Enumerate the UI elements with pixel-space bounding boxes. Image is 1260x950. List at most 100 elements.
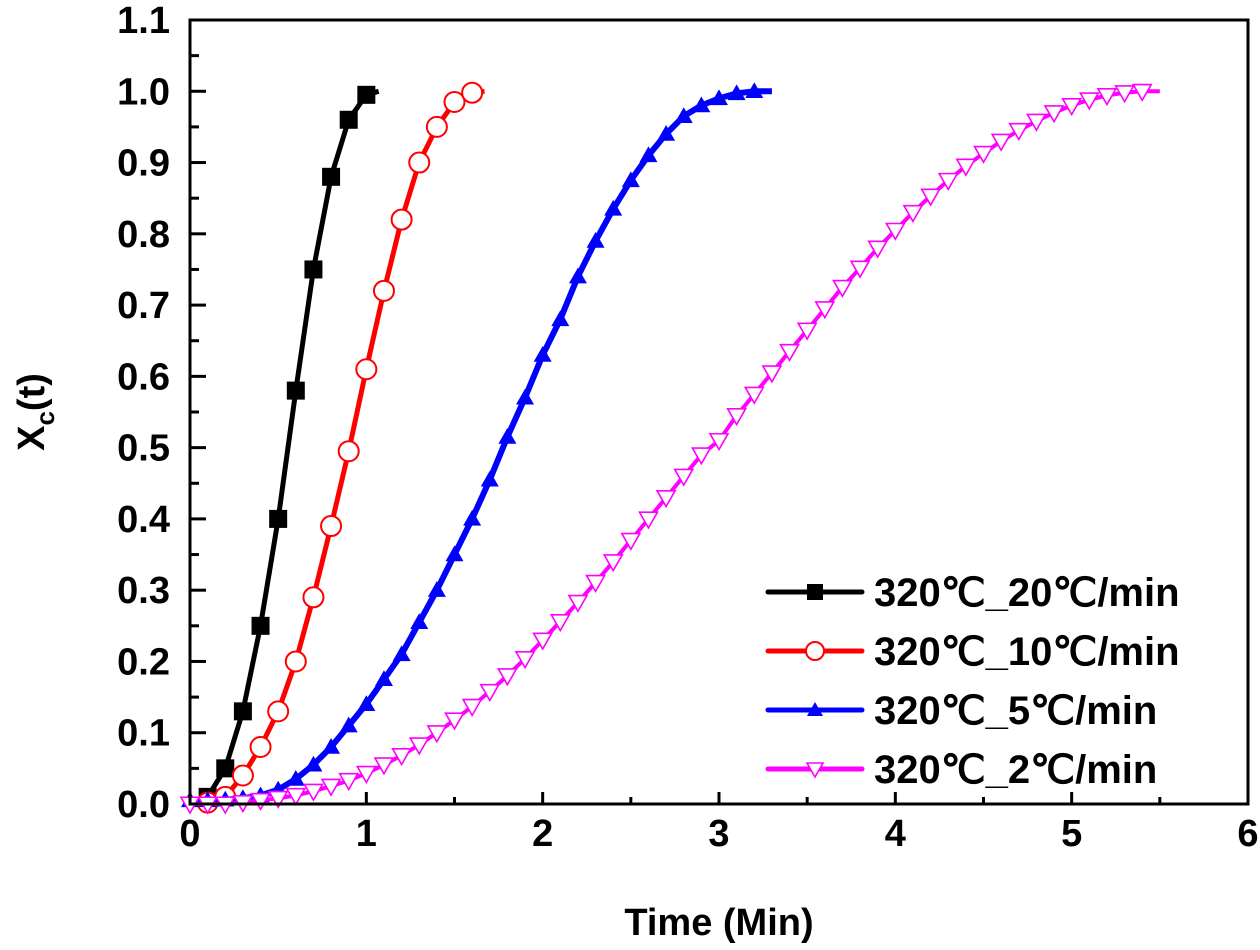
data-point — [408, 151, 431, 174]
data-point — [779, 343, 800, 363]
x-tick-label: 2 — [532, 813, 553, 855]
y-axis-title: Xc(t) — [11, 373, 60, 451]
series-line — [190, 88, 772, 804]
data-point — [408, 737, 430, 756]
data-point — [1096, 87, 1118, 107]
data-point — [710, 89, 728, 106]
data-point — [445, 545, 464, 562]
data-point — [339, 110, 358, 129]
data-point — [250, 792, 271, 812]
data-point — [251, 616, 270, 635]
y-tick-label: 0.1 — [117, 713, 170, 755]
y-axis-title-main: X — [11, 425, 53, 451]
data-point — [304, 755, 323, 772]
data-point — [425, 115, 448, 138]
data-point — [832, 279, 853, 298]
legend-item: 320℃_5℃/min — [765, 689, 1157, 733]
x-tick-label: 1 — [356, 813, 377, 855]
data-point — [814, 301, 836, 320]
data-point — [655, 489, 677, 509]
legend-item: 320℃_10℃/min — [765, 630, 1180, 674]
data-point — [516, 388, 535, 405]
data-point — [304, 260, 323, 279]
data-point — [357, 695, 376, 711]
data-point — [585, 574, 606, 593]
x-tick-label: 6 — [1237, 813, 1258, 855]
data-point — [727, 84, 746, 101]
data-point — [745, 82, 764, 99]
y-tick-label: 1.0 — [117, 71, 170, 113]
data-point — [426, 725, 448, 744]
data-point — [269, 509, 288, 528]
legend-item: 320℃_20℃/min — [765, 571, 1180, 615]
y-tick-label: 0.5 — [117, 428, 170, 470]
data-point — [937, 172, 959, 191]
data-point — [638, 511, 659, 530]
data-point — [620, 532, 642, 551]
data-point — [320, 515, 343, 538]
data-point — [726, 408, 748, 427]
data-point — [286, 381, 305, 400]
data-point — [514, 651, 536, 670]
data-point — [357, 85, 376, 104]
data-point — [463, 509, 482, 526]
data-point — [391, 747, 412, 767]
data-point — [480, 470, 499, 487]
data-point — [374, 670, 393, 687]
data-point — [302, 586, 325, 609]
data-point — [586, 231, 605, 248]
data-point — [551, 310, 570, 327]
axis-ticks — [188, 18, 1250, 806]
data-point — [461, 698, 483, 717]
data-point — [355, 765, 377, 784]
tick-labels: 0 1 2 3 4 5 6 0.0 0.1 0.2 0.3 0.4 0.5 0.6 0.7 0.8 0.9 1.0… — [117, 0, 1258, 855]
legend-marker — [805, 762, 825, 779]
data-point — [497, 668, 518, 687]
data-point — [303, 783, 324, 802]
data-point — [339, 716, 358, 733]
data-point — [427, 581, 446, 597]
y-axis-title-tail: (t) — [11, 373, 53, 411]
data-point — [1026, 113, 1047, 132]
data-point — [692, 96, 711, 113]
data-point — [708, 432, 730, 452]
data-point — [338, 772, 360, 792]
legend-marker — [805, 641, 825, 661]
data-point — [1008, 122, 1030, 142]
data-point — [1131, 83, 1153, 102]
data-point — [249, 735, 272, 758]
x-tick-label: 5 — [1061, 813, 1082, 855]
data-point — [285, 787, 307, 807]
data-point — [973, 145, 994, 164]
y-axis-title-sub: c — [30, 411, 60, 425]
data-point — [955, 158, 977, 177]
y-tick-label: 0.0 — [117, 784, 170, 826]
data-point — [604, 199, 623, 216]
data-point — [549, 613, 571, 633]
data-point — [322, 737, 341, 754]
legend-label: 320℃_20℃/min — [874, 571, 1180, 615]
legend-label: 320℃_5℃/min — [874, 689, 1157, 733]
y-tick-label: 0.7 — [117, 285, 170, 327]
data-point — [320, 778, 342, 797]
data-point — [284, 650, 307, 673]
data-point — [568, 267, 587, 284]
data-point — [796, 322, 818, 341]
series-1 — [196, 81, 485, 814]
data-point — [761, 365, 783, 384]
data-point — [673, 468, 695, 487]
data-point — [1061, 97, 1083, 117]
legend: 320℃_20℃/min 320℃_10℃/min 320℃_5℃/min 320℃_… — [765, 571, 1180, 792]
data-point — [479, 683, 501, 703]
y-tick-label: 0.2 — [117, 641, 170, 683]
x-axis-title: Time (Min) — [624, 902, 813, 944]
data-point — [849, 260, 871, 279]
data-point — [392, 645, 411, 662]
data-point — [690, 447, 712, 466]
data-point — [567, 594, 589, 613]
data-point — [267, 790, 289, 809]
plot-frame — [188, 18, 1250, 806]
data-point — [267, 700, 290, 723]
data-point — [657, 125, 676, 141]
